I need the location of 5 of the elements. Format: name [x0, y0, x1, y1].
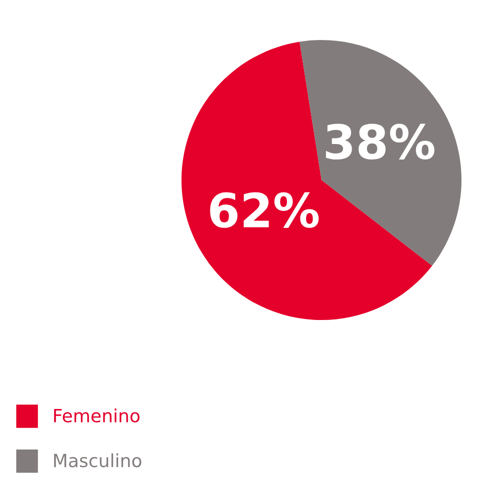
legend-label: Femenino — [54, 408, 140, 422]
data-label: 62% — [210, 192, 319, 228]
data-label: 38% — [326, 124, 434, 160]
pie-slice — [182, 42, 432, 320]
legend-label: Masculino — [54, 453, 142, 468]
